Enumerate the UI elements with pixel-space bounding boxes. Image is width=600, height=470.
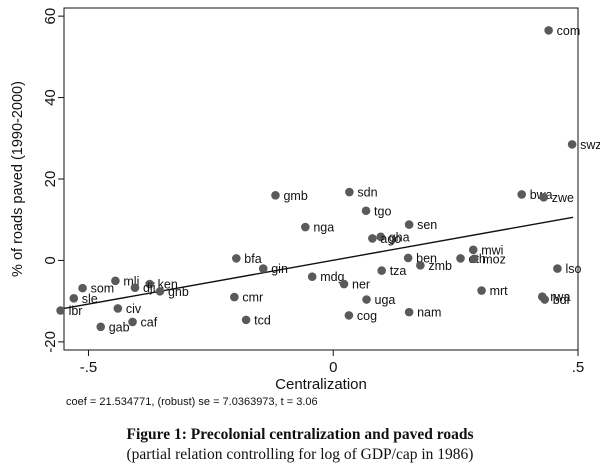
point-label-dji: dji — [143, 281, 156, 295]
point-label-sle: sle — [82, 292, 98, 306]
data-point-caf — [128, 317, 137, 327]
point-label-moz: moz — [482, 252, 506, 266]
point-label-sdn: sdn — [357, 186, 377, 200]
data-point-tcd — [241, 315, 251, 325]
y-tick-label: 40 — [42, 89, 59, 106]
data-point-lbr — [56, 306, 65, 315]
data-point-zmb — [416, 261, 425, 270]
data-point-nam — [404, 307, 414, 317]
x-axis-label: Centralization — [275, 376, 367, 393]
x-tick-label: -.5 — [80, 359, 98, 376]
data-point-som — [78, 283, 87, 293]
data-point-gha — [376, 232, 386, 242]
y-tick-label: 60 — [42, 8, 59, 25]
point-label-zmb: zmb — [428, 259, 452, 273]
plot-frame — [63, 7, 579, 351]
point-label-tza: tza — [390, 264, 407, 278]
point-label-mdg: mdg — [320, 270, 344, 284]
fit-line — [63, 216, 574, 310]
point-label-gab: gab — [109, 320, 130, 334]
data-point-nga — [301, 222, 310, 232]
figure-caption-subtitle: (partial relation controlling for log of… — [126, 446, 474, 463]
point-label-civ: civ — [126, 302, 142, 316]
data-point-swz — [567, 140, 577, 149]
point-label-gmb: gmb — [283, 189, 307, 203]
data-point-eth — [456, 254, 465, 263]
data-point-sdn — [345, 187, 354, 197]
data-point-ago — [368, 234, 377, 243]
point-label-lso: lso — [565, 262, 581, 276]
data-point-gmb — [271, 190, 280, 200]
data-point-ben — [403, 253, 413, 263]
point-label-swz: swz — [580, 138, 600, 152]
data-point-uga — [362, 295, 371, 304]
point-label-cmr: cmr — [242, 291, 263, 305]
point-label-bfa: bfa — [244, 252, 261, 266]
data-point-com — [544, 26, 553, 35]
point-label-nam: nam — [417, 306, 441, 320]
data-point-tza — [377, 266, 387, 275]
data-point-mli — [111, 276, 120, 286]
data-point-gnb — [155, 287, 165, 296]
point-label-sen: sen — [417, 218, 437, 232]
point-label-tcd: tcd — [254, 313, 271, 327]
point-label-gnb: gnb — [168, 285, 189, 299]
data-point-moz — [469, 254, 479, 264]
x-tick-label: 0 — [329, 359, 337, 376]
y-tick-label: 20 — [42, 171, 59, 188]
data-point-mdg — [307, 272, 317, 282]
data-point-tgo — [361, 206, 371, 216]
point-label-rwa: rwa — [550, 290, 570, 304]
point-label-mrt: mrt — [490, 284, 509, 298]
point-label-ner: ner — [352, 278, 370, 292]
point-label-zwe: zwe — [552, 191, 574, 205]
point-label-com: com — [557, 24, 581, 38]
data-point-sle — [69, 293, 79, 303]
point-label-uga: uga — [375, 293, 396, 307]
x-tick-label: .5 — [572, 359, 585, 376]
data-point-cmr — [230, 292, 239, 302]
point-label-nga: nga — [313, 221, 334, 235]
data-point-zwe — [539, 193, 549, 202]
point-label-lbr: lbr — [69, 304, 83, 318]
point-label-gha: gha — [389, 230, 410, 244]
data-point-ner — [339, 279, 349, 289]
point-label-ken: ken — [158, 278, 178, 292]
data-point-gab — [96, 322, 106, 332]
regression-stats-note: coef = 21.534771, (robust) se = 7.036397… — [66, 396, 318, 408]
y-tick-label: -20 — [42, 331, 59, 353]
data-point-mrt — [477, 286, 486, 295]
data-point-sen — [404, 220, 414, 229]
point-label-tgo: tgo — [374, 204, 391, 218]
scatter-chart: comswzbwazwesdngmbtgosenngaghaagomwibfab… — [10, 7, 600, 408]
point-label-som: som — [91, 282, 115, 296]
data-point-lso — [553, 264, 562, 273]
data-point-mwi — [468, 245, 478, 255]
point-label-bdi: bdi — [553, 293, 570, 307]
data-point-ken — [145, 279, 154, 289]
point-label-mwi: mwi — [481, 243, 503, 257]
y-axis-label: % of roads paved (1990-2000) — [10, 81, 26, 277]
data-point-bdi — [540, 295, 550, 304]
point-label-caf: caf — [141, 315, 158, 329]
data-point-cog — [344, 311, 354, 320]
data-point-gin — [258, 264, 268, 273]
figure-caption-title: Figure 1: Precolonial centralization and… — [126, 426, 474, 443]
point-label-gin: gin — [271, 262, 288, 276]
data-point-bfa — [232, 254, 241, 263]
y-tick-label: 0 — [42, 256, 59, 264]
point-label-ago: ago — [380, 232, 401, 246]
data-point-bwa — [517, 190, 527, 199]
data-point-civ — [113, 304, 123, 313]
data-point-dji — [130, 283, 140, 293]
point-label-cog: cog — [357, 309, 377, 323]
